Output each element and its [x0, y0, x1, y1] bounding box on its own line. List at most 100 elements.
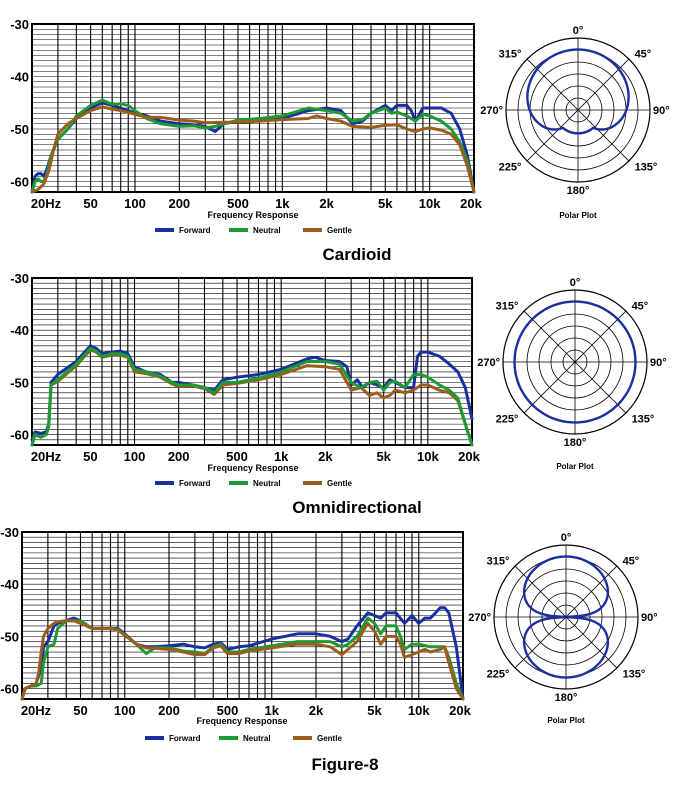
legend-swatch-forward [155, 228, 174, 232]
omnidirectional-angle-label: 180° [564, 437, 587, 449]
cardioid-polar-pattern [526, 48, 630, 135]
legend-label-neutral: Neutral [253, 226, 281, 235]
figure-8-angle-label: 135° [623, 669, 646, 681]
figure-8-horizontal-gridlines [22, 536, 463, 695]
legend-label-gentle: Gentle [327, 226, 352, 235]
figure-8-polar-spoke [514, 565, 618, 669]
cardioid-y-tick-label: -30 [10, 17, 29, 32]
omnidirectional-polar-pattern [513, 300, 637, 424]
legend-label-gentle: Gentle [317, 734, 342, 743]
cardioid-x-tick-label: 1k [275, 196, 290, 211]
cardioid-y-tick-label: -50 [10, 122, 29, 137]
cardioid-x-tick-label: 500 [227, 196, 249, 211]
omnidirectional-series-neutral [30, 347, 474, 447]
figure-8-angle-label: 270° [468, 612, 491, 624]
legend-swatch-gentle [303, 481, 322, 485]
figure-8-series-neutral [20, 616, 465, 701]
cardioid-angle-label: 180° [567, 185, 590, 197]
cardioid-angle-label: 45° [635, 48, 652, 60]
omnidirectional-angle-label: 225° [496, 414, 519, 426]
omnidirectional-polar-spoke [523, 310, 627, 414]
cardioid-x-tick-label: 5k [378, 196, 393, 211]
figure-8-y-tick-label: -30 [0, 525, 19, 540]
figure-8-polar-label: Polar Plot [547, 716, 585, 725]
figure-8-x-tick-label: 100 [114, 703, 136, 718]
figure-8-x-tick-label: 10k [408, 703, 430, 718]
figure-8-legend: Forward Neutral Gentle [145, 734, 342, 743]
figure-8-angle-label: 225° [487, 669, 510, 681]
legend-swatch-neutral [229, 481, 248, 485]
figure-8-x-tick-label: 5k [367, 703, 382, 718]
cardioid-x-tick-label: 50 [83, 196, 97, 211]
figure-8-polar-pattern [522, 555, 610, 679]
omnidirectional-plot-frame [31, 277, 473, 446]
omnidirectional-y-tick-label: -60 [10, 428, 29, 443]
omnidirectional-x-tick-label: 10k [417, 449, 439, 464]
cardioid-legend: Forward Neutral Gentle [155, 226, 352, 235]
omnidirectional-vertical-gridlines [57, 278, 429, 445]
legend-swatch-forward [145, 736, 164, 740]
cardioid-series-neutral [30, 98, 476, 194]
legend-swatch-forward [155, 481, 174, 485]
omnidirectional-angle-label: 0° [570, 277, 581, 289]
figure-8-y-tick-label: -40 [0, 577, 19, 592]
legend-label-neutral: Neutral [253, 479, 281, 488]
omnidirectional-x-tick-label: 1k [274, 449, 289, 464]
figure-8-series-gentle [20, 619, 465, 701]
omnidirectional-y-tick-label: -50 [10, 375, 29, 390]
omnidirectional-polar-plot: 0° 45° 90° 135° 180° 225° 270° 315° [477, 277, 666, 449]
legend-swatch-neutral [219, 736, 238, 740]
omnidirectional-y-tick-label: -40 [10, 323, 29, 338]
cardioid-series-gentle [30, 105, 476, 194]
figure-8-x-tick-label: 1k [265, 703, 280, 718]
omnidirectional-x-tick-label: 5k [376, 449, 391, 464]
cardioid-angle-label: 225° [499, 162, 522, 174]
legend-swatch-gentle [293, 736, 312, 740]
cardioid-x-tick-label: 10k [419, 196, 441, 211]
cardioid-angle-label: 315° [499, 48, 522, 60]
omnidirectional-x-tick-label: 2k [318, 449, 333, 464]
figure-8-x-tick-label: 20Hz [21, 703, 52, 718]
cardioid-x-tick-label: 100 [124, 196, 146, 211]
omnidirectional-title: Omnidirectional [292, 498, 421, 517]
cardioid-xlabel: Frequency Response [207, 210, 298, 220]
omnidirectional-series-gentle [30, 348, 474, 447]
figure-8-y-tick-label: -50 [0, 629, 19, 644]
legend-label-forward: Forward [179, 479, 211, 488]
figure-8-x-tick-label: 500 [217, 703, 239, 718]
cardioid-x-tick-label: 20k [460, 196, 482, 211]
omnidirectional-x-tick-label: 20k [458, 449, 480, 464]
cardioid-y-tick-label: -40 [10, 70, 29, 85]
figure-8-angle-label: 0° [561, 532, 572, 544]
omnidirectional-series-forward [30, 344, 474, 442]
figure-8-angle-label: 45° [623, 555, 640, 567]
legend-label-gentle: Gentle [327, 479, 352, 488]
figure-8-title: Figure-8 [311, 755, 378, 774]
omnidirectional-angle-label: 270° [477, 357, 500, 369]
omnidirectional-x-tick-label: 100 [124, 449, 146, 464]
cardioid-angle-label: 270° [480, 105, 503, 117]
figure-8-x-tick-label: 50 [73, 703, 87, 718]
figure-8-x-tick-label: 200 [158, 703, 180, 718]
figure-8-angle-label: 315° [487, 555, 510, 567]
omnidirectional-x-tick-label: 500 [226, 449, 248, 464]
cardioid-polar-spoke [526, 58, 630, 162]
omnidirectional-polar-label: Polar Plot [556, 462, 594, 471]
legend-label-neutral: Neutral [243, 734, 271, 743]
figure-8-polar-plot: 0° 45° 90° 135° 180° 225° 270° 315° [468, 532, 657, 704]
omnidirectional-legend: Forward Neutral Gentle [155, 479, 352, 488]
omnidirectional-angle-label: 135° [632, 414, 655, 426]
cardioid-angle-label: 135° [635, 162, 658, 174]
figure-8-angle-label: 90° [641, 612, 658, 624]
omnidirectional-xlabel: Frequency Response [207, 463, 298, 473]
figure-8-vertical-gridlines [47, 532, 420, 699]
omnidirectional-angle-label: 315° [496, 300, 519, 312]
omnidirectional-x-tick-label: 20Hz [31, 449, 62, 464]
figure-8-x-tick-label: 2k [309, 703, 324, 718]
